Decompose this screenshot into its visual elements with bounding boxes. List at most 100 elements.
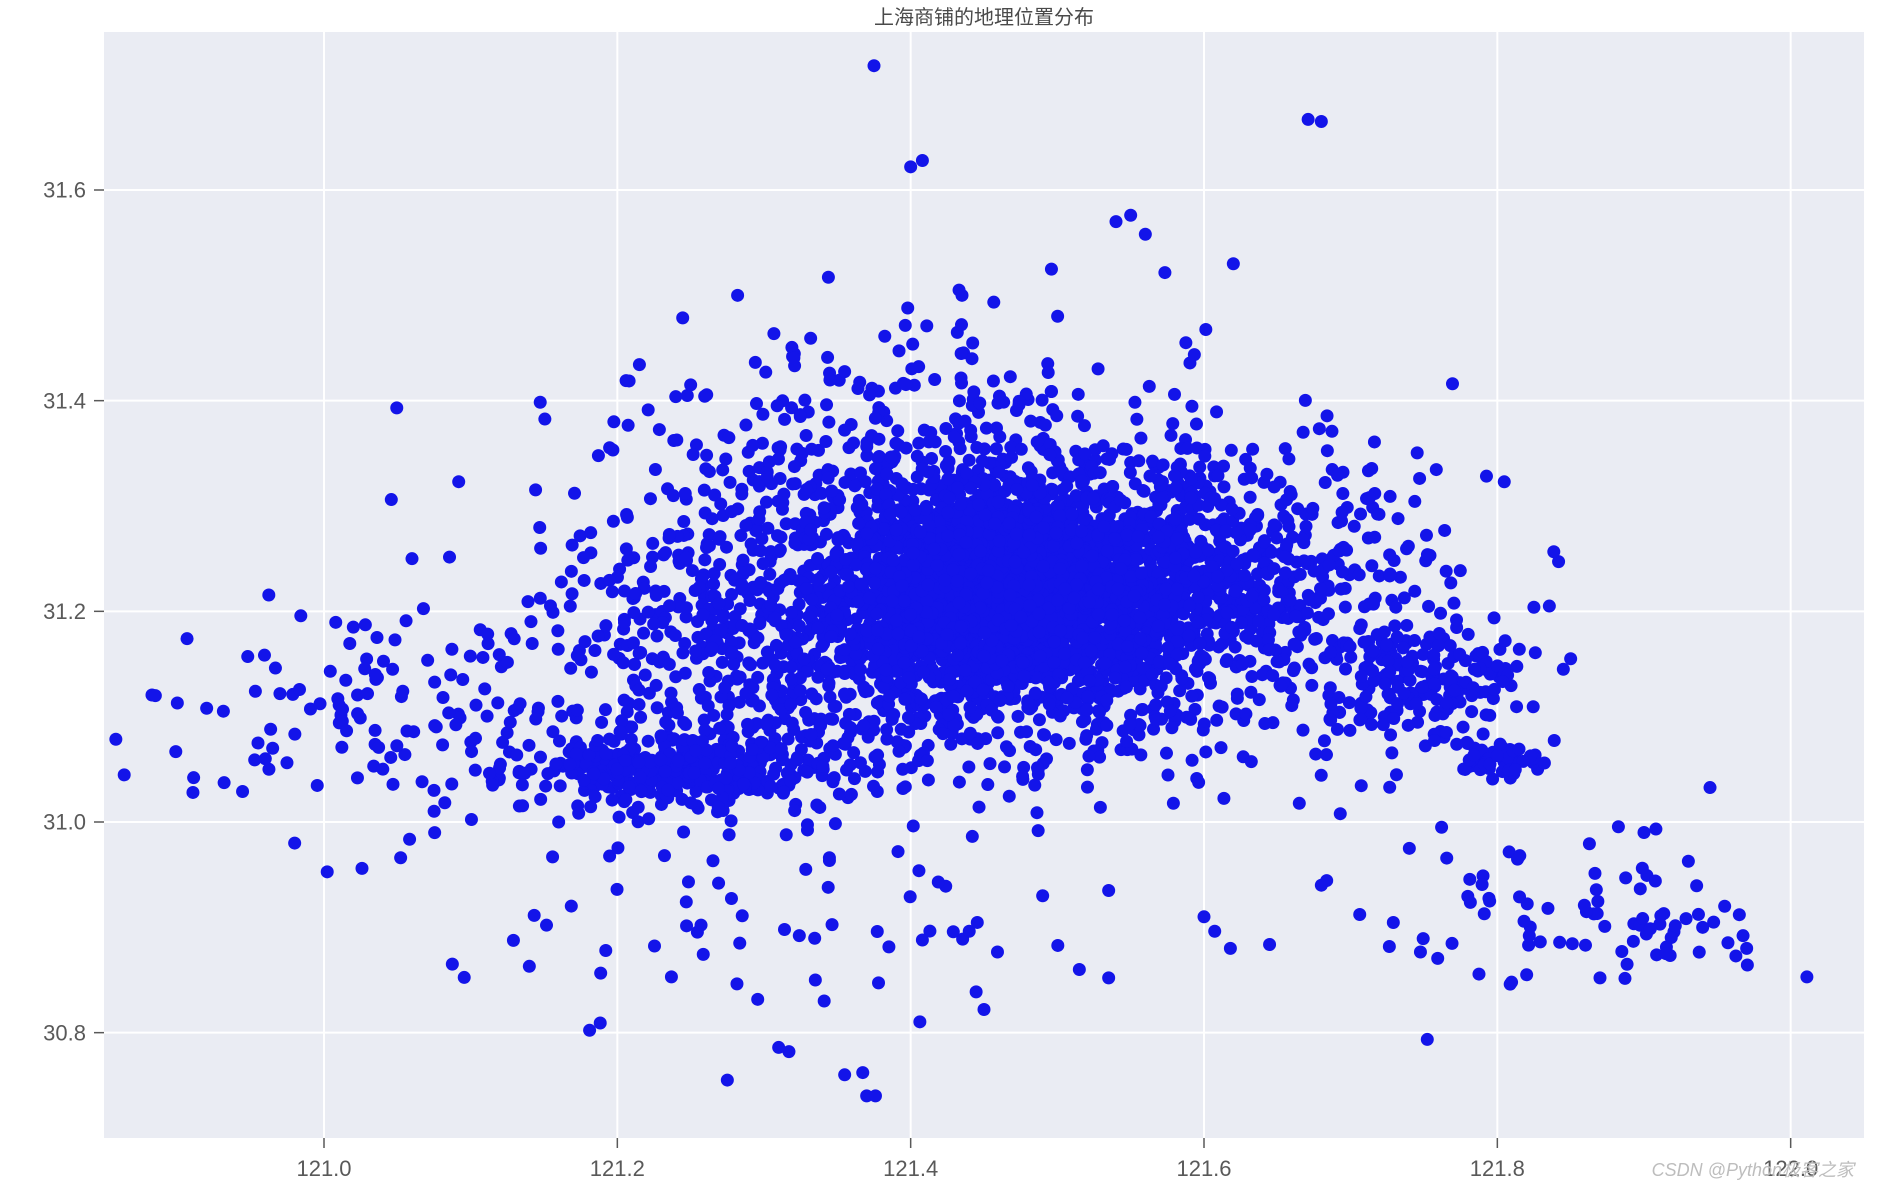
- data-point: [587, 767, 600, 780]
- data-point: [743, 594, 756, 607]
- data-point: [1106, 608, 1119, 621]
- data-point: [896, 477, 909, 490]
- data-point: [1236, 658, 1249, 671]
- data-point: [698, 724, 711, 737]
- data-point: [1053, 509, 1066, 522]
- data-point: [994, 694, 1007, 707]
- data-point: [1444, 576, 1457, 589]
- data-point: [1305, 679, 1318, 692]
- data-point: [553, 734, 566, 747]
- data-point: [943, 673, 956, 686]
- data-point: [753, 505, 766, 518]
- data-point: [1321, 444, 1334, 457]
- data-point: [637, 627, 650, 640]
- data-point: [1159, 583, 1172, 596]
- data-point: [921, 578, 934, 591]
- data-point: [977, 650, 990, 663]
- data-point: [1278, 550, 1291, 563]
- data-point: [725, 505, 738, 518]
- data-point: [1045, 385, 1058, 398]
- data-point: [824, 712, 837, 725]
- data-point: [724, 476, 737, 489]
- data-point: [1543, 600, 1556, 613]
- data-point: [1004, 589, 1017, 602]
- data-point: [699, 462, 712, 475]
- data-point: [1075, 560, 1088, 573]
- data-point: [639, 669, 652, 682]
- data-point: [465, 745, 478, 758]
- data-point: [776, 503, 789, 516]
- data-point: [1063, 737, 1076, 750]
- data-point: [1134, 632, 1147, 645]
- data-point: [786, 477, 799, 490]
- data-point: [984, 757, 997, 770]
- data-point: [1210, 714, 1223, 727]
- ytick-label: 31.4: [43, 388, 86, 413]
- data-point: [592, 449, 605, 462]
- data-point: [1220, 606, 1233, 619]
- data-point: [1111, 582, 1124, 595]
- data-point: [1359, 690, 1372, 703]
- data-point: [1434, 607, 1447, 620]
- data-point: [1447, 597, 1460, 610]
- data-point: [628, 658, 641, 671]
- data-point: [1158, 598, 1171, 611]
- data-point: [822, 679, 835, 692]
- data-point: [606, 443, 619, 456]
- data-point: [1043, 698, 1056, 711]
- data-point: [1193, 637, 1206, 650]
- data-point: [828, 771, 841, 784]
- data-point: [737, 777, 750, 790]
- data-point: [947, 690, 960, 703]
- xtick-label: 121.6: [1176, 1156, 1231, 1181]
- data-point: [854, 578, 867, 591]
- data-point: [677, 515, 690, 528]
- data-point: [1430, 463, 1443, 476]
- data-point: [739, 519, 752, 532]
- data-point: [647, 618, 660, 631]
- data-point: [592, 630, 605, 643]
- data-point: [756, 657, 769, 670]
- ytick-label: 31.0: [43, 810, 86, 835]
- data-point: [917, 666, 930, 679]
- data-point: [1186, 754, 1199, 767]
- data-point: [785, 606, 798, 619]
- data-point: [1296, 533, 1309, 546]
- data-point: [1183, 599, 1196, 612]
- data-point: [1217, 792, 1230, 805]
- data-point: [599, 747, 612, 760]
- data-point: [839, 553, 852, 566]
- data-point: [1268, 480, 1281, 493]
- data-point: [868, 576, 881, 589]
- data-point: [1301, 607, 1314, 620]
- data-point: [1197, 723, 1210, 736]
- data-point: [1083, 596, 1096, 609]
- data-point: [907, 558, 920, 571]
- data-point: [464, 650, 477, 663]
- data-point: [725, 740, 738, 753]
- data-point: [858, 683, 871, 696]
- data-point: [1305, 661, 1318, 674]
- data-point: [627, 606, 640, 619]
- data-point: [872, 642, 885, 655]
- data-point: [568, 487, 581, 500]
- data-point: [566, 587, 579, 600]
- data-point: [722, 431, 735, 444]
- data-point: [810, 799, 823, 812]
- data-point: [1047, 656, 1060, 669]
- data-point: [822, 416, 835, 429]
- data-point: [635, 785, 648, 798]
- data-point: [886, 594, 899, 607]
- data-point: [644, 756, 657, 769]
- data-point: [698, 553, 711, 566]
- data-point: [770, 639, 783, 652]
- data-point: [912, 437, 925, 450]
- data-point: [1480, 470, 1493, 483]
- data-point: [1325, 425, 1338, 438]
- data-point: [1061, 692, 1074, 705]
- data-point: [1135, 703, 1148, 716]
- data-point: [784, 661, 797, 674]
- data-point: [943, 492, 956, 505]
- data-point: [1231, 688, 1244, 701]
- data-point: [869, 462, 882, 475]
